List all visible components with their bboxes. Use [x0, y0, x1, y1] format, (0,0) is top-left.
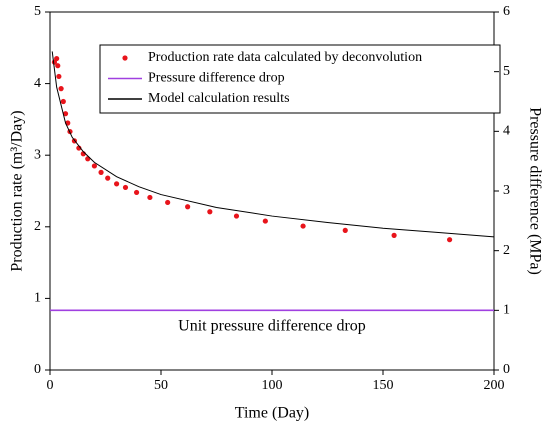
y-tick-label: 5 [34, 4, 41, 19]
data-point [185, 204, 191, 210]
data-point [122, 184, 129, 191]
data-point [262, 218, 268, 224]
x-axis-label: Time (Day) [235, 405, 310, 422]
y-tick-label: 4 [34, 76, 41, 91]
y2-tick-label: 0 [503, 362, 510, 377]
x-tick-label: 0 [47, 378, 54, 393]
legend-label: Production rate data calculated by decon… [148, 50, 422, 65]
data-point [54, 55, 60, 62]
data-point [98, 169, 104, 175]
data-point [56, 73, 62, 80]
data-point [62, 111, 69, 117]
data-point [55, 63, 61, 69]
data-point [58, 86, 64, 92]
y2-tick-label: 5 [503, 64, 510, 79]
y-tick-label: 3 [34, 147, 41, 162]
y2-tick-label: 6 [503, 4, 510, 19]
data-point [85, 156, 91, 162]
data-point [133, 189, 140, 196]
y2-tick-label: 2 [503, 243, 510, 258]
y-tick-label: 1 [34, 291, 41, 306]
x-tick-label: 50 [154, 378, 168, 393]
y-tick-label: 0 [34, 362, 41, 377]
legend-label: Pressure difference drop [148, 71, 285, 86]
data-point [60, 98, 66, 105]
data-point [76, 145, 82, 151]
data-point [91, 163, 97, 169]
x-tick-label: 200 [484, 378, 505, 393]
data-point [342, 227, 348, 233]
legend-swatch [122, 55, 128, 61]
y2-axis-label: Pressure difference (MPa) [526, 107, 543, 275]
data-point [447, 237, 453, 243]
series-line [51, 51, 495, 238]
data-point [105, 175, 111, 181]
y-axis-label: Production rate (m³/Day) [9, 110, 26, 271]
y2-tick-label: 3 [503, 183, 510, 198]
y2-tick-label: 4 [503, 124, 510, 139]
data-point [165, 199, 171, 206]
data-point [300, 223, 306, 229]
data-point [147, 194, 153, 201]
x-tick-label: 150 [373, 378, 394, 393]
data-point [114, 181, 120, 187]
y-tick-label: 2 [34, 219, 41, 234]
annotation: Unit pressure difference drop [178, 318, 366, 335]
y2-tick-label: 1 [503, 303, 510, 318]
legend-label: Model calculation results [148, 91, 290, 106]
legend-box [99, 44, 501, 114]
x-tick-label: 100 [262, 378, 283, 393]
data-point [207, 209, 213, 215]
data-point [233, 213, 240, 219]
data-point [391, 232, 397, 238]
